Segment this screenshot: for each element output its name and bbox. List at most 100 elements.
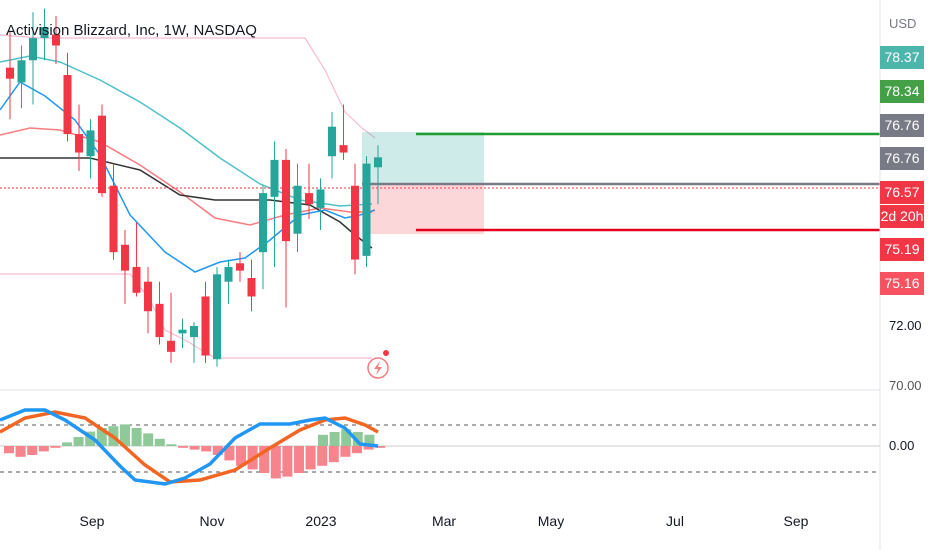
histogram-bar [73, 437, 84, 446]
x-axis-label-nov: Nov [199, 513, 225, 529]
countdown-tag: 2d 20h [880, 205, 924, 228]
candle-body [52, 34, 60, 46]
histogram-bar [189, 446, 200, 450]
price-tag-last: 76.57 [880, 181, 924, 204]
histogram-bar [352, 446, 362, 454]
histogram-bar [212, 446, 223, 455]
histogram-bar [329, 432, 340, 446]
histogram-bar [131, 428, 142, 446]
osc-main-blue-line [0, 408, 379, 486]
x-axis-label-jul: Jul [666, 513, 684, 529]
osc-signal-orange-line [0, 410, 379, 484]
histogram-bar [62, 442, 72, 446]
price-tag-75-16: 75.16 [880, 272, 924, 295]
histogram-bar [201, 446, 212, 452]
candle-body [247, 278, 256, 297]
candle-body [109, 185, 118, 253]
histogram-bar [318, 434, 328, 446]
histogram-bar [38, 446, 49, 452]
osc-axis-label-zero: 0.00 [889, 438, 915, 453]
candle-body [86, 130, 95, 157]
x-axis-label-sep-2: Sep [783, 513, 809, 529]
candles-group [6, 8, 382, 367]
y-axis-label-72: 72.00 [889, 318, 922, 333]
histogram-bar [282, 446, 293, 477]
histogram-bar [27, 446, 38, 455]
candle-body [63, 75, 72, 135]
lower-band-line [0, 273, 372, 359]
histogram-bar [236, 446, 246, 466]
histogram-bar [120, 424, 130, 446]
candle-body [328, 126, 336, 157]
candle-body [190, 326, 198, 338]
histogram-bar [166, 444, 177, 446]
histogram-bar [224, 446, 235, 461]
candle-body [293, 185, 302, 234]
histogram-bar [317, 446, 328, 466]
histogram-bar [96, 428, 107, 446]
candle-body [29, 38, 37, 61]
histogram-bar [294, 446, 304, 473]
histogram-bar [305, 446, 316, 470]
candle-body [259, 193, 267, 253]
candle-body [167, 340, 175, 352]
histogram-bar [328, 446, 339, 463]
histogram-bar [259, 446, 270, 473]
histogram-bar [15, 446, 26, 457]
price-tag-entry-a: 76.76 [880, 114, 924, 137]
candle-body [201, 296, 210, 356]
histogram-bar [375, 446, 386, 448]
ema-teal-line [0, 55, 373, 207]
x-axis-label-sep: Sep [79, 513, 105, 529]
histogram-bar [341, 429, 352, 446]
candle-body [98, 115, 106, 194]
candle-body [6, 67, 14, 79]
flash-event-icon[interactable] [367, 350, 389, 379]
candle-body [213, 274, 221, 360]
candle-body [374, 157, 382, 168]
histogram-bar [178, 446, 188, 448]
target-zone[interactable] [362, 132, 484, 184]
candle-body [282, 159, 290, 242]
candle-body [155, 303, 164, 338]
candle-body [236, 263, 244, 271]
histogram-bar [363, 446, 374, 450]
candle-body [305, 193, 313, 205]
stop-zone[interactable] [362, 184, 484, 234]
price-tag-78-37: 78.37 [880, 46, 924, 69]
x-axis-label-may: May [537, 513, 565, 529]
candle-body [132, 266, 141, 293]
histogram-group [4, 424, 386, 479]
histogram-bar [270, 446, 281, 479]
sma-black-line [0, 157, 373, 249]
histogram-bar [364, 434, 375, 446]
histogram-bar [4, 446, 14, 454]
y-axis-label-70: 70.00 [889, 378, 922, 393]
histogram-bar [340, 446, 351, 457]
histogram-bar [50, 446, 61, 448]
x-axis-label-mar: Mar [431, 513, 457, 529]
candle-body [351, 185, 359, 260]
upper-band-line [0, 34, 376, 139]
candle-body [316, 189, 325, 208]
candle-body [270, 159, 279, 197]
price-tag-entry-b: 76.76 [880, 147, 924, 170]
candle-body [75, 134, 83, 153]
currency-label: USD [889, 16, 917, 31]
price-tag-stop: 75.19 [880, 238, 924, 261]
ema-red-line [0, 127, 372, 226]
candle-body [224, 266, 233, 282]
histogram-bar [352, 432, 363, 446]
candle-body [121, 244, 129, 271]
candle-body [178, 329, 187, 334]
candle-body [17, 60, 26, 83]
candle-body [144, 281, 152, 312]
ema-blue-line [0, 81, 376, 273]
candle-body [40, 27, 49, 39]
histogram-bar [143, 433, 154, 446]
x-axis-label-2023: 2023 [305, 513, 337, 529]
price-tag-target: 78.34 [880, 80, 924, 103]
chart-title: Activision Blizzard, Inc, 1W, NASDAQ [6, 22, 257, 39]
